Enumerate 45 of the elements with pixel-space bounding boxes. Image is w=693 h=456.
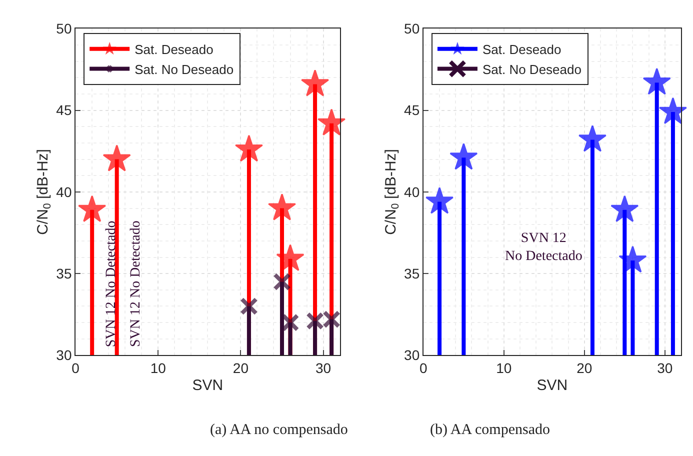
point: [610, 195, 639, 222]
legend-label: Sat. Deseado: [134, 42, 214, 57]
point: [268, 194, 296, 220]
y-tick-label: 30: [404, 347, 420, 364]
point: [273, 272, 292, 291]
y-tick-label: 50: [404, 20, 420, 37]
legend-label: Sat. Deseado: [482, 42, 562, 57]
point: [317, 108, 346, 136]
point: [642, 68, 671, 95]
point: [578, 124, 607, 152]
x-tick-label: 30: [657, 360, 673, 376]
point: [658, 97, 688, 124]
y-tick-label: 45: [404, 102, 420, 118]
y-tick-label: 45: [56, 102, 72, 118]
y-tick-label: 35: [404, 265, 420, 282]
point: [425, 187, 454, 214]
annotation: SVN 12 No Detectado: [128, 220, 144, 347]
annotation: SVN 12 No Detectado: [505, 231, 582, 264]
x-tick-label: 0: [420, 360, 428, 376]
point: [78, 195, 106, 222]
point: [450, 142, 478, 170]
point: [240, 297, 258, 316]
y-tick-label: 35: [56, 265, 72, 282]
point: [234, 134, 264, 162]
x-tick-label: 10: [496, 360, 512, 376]
x-tick-label: 30: [316, 360, 332, 376]
point: [300, 69, 330, 96]
y-tick-label: 40: [56, 184, 72, 200]
x-tick-label: 0: [72, 360, 80, 376]
legend-label: Sat. No Deseado: [134, 62, 234, 77]
x-tick-label: 10: [150, 360, 166, 376]
y-tick-label: 50: [56, 20, 72, 37]
text: (b) AA compensado: [430, 422, 550, 438]
legend-label: Sat. No Deseado: [482, 62, 582, 77]
x-tick-label: 20: [232, 360, 249, 376]
point: [102, 144, 131, 172]
text: (a) AA no compensado: [210, 422, 348, 438]
point: [618, 246, 647, 273]
y-tick-label: 30: [56, 347, 72, 364]
x-tick-label: 20: [576, 360, 592, 376]
x-axis-title: SVN: [536, 377, 568, 394]
point: [276, 244, 304, 271]
y-tick-label: 40: [404, 184, 420, 200]
annotation: SVN 12 No Detectado: [104, 220, 119, 348]
x-axis-title: SVN: [192, 377, 224, 394]
